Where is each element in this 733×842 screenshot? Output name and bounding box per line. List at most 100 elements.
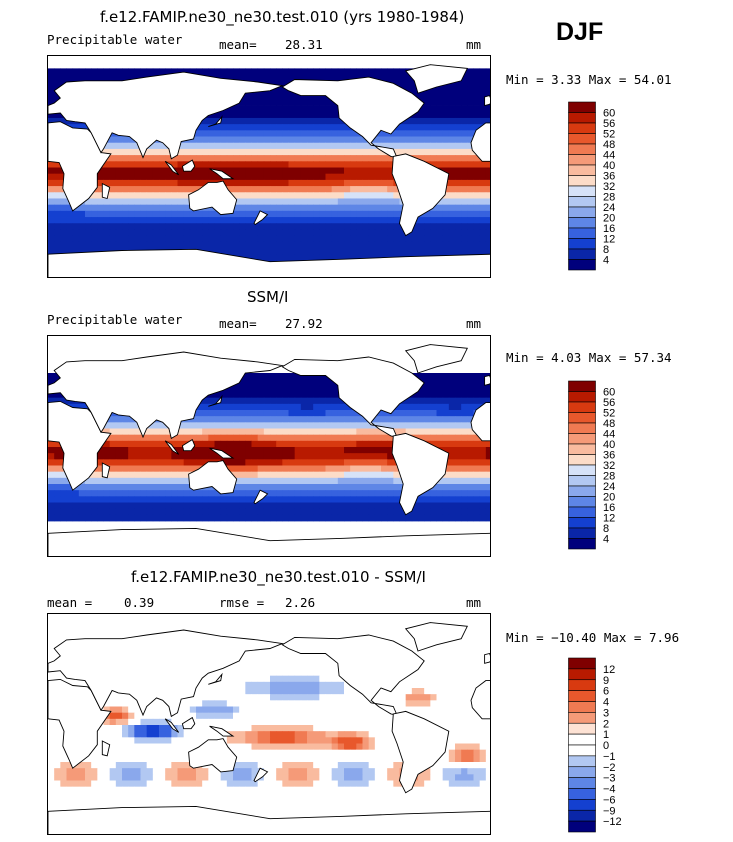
field-cell	[368, 155, 376, 162]
field-cell	[448, 669, 456, 677]
field-cell	[214, 502, 222, 510]
field-cell	[226, 508, 234, 516]
field-cell	[91, 198, 98, 206]
field-cell	[226, 68, 234, 75]
field-cell	[183, 490, 191, 497]
field-cell	[152, 434, 160, 442]
field-cell	[337, 254, 345, 261]
field-cell	[251, 496, 259, 503]
field-cell	[220, 632, 228, 640]
field-cell	[393, 198, 400, 206]
field-cell	[263, 217, 271, 224]
field-cell	[473, 74, 481, 82]
field-cell	[307, 681, 314, 689]
field-cell	[442, 447, 450, 454]
panel-1-minmax: Min = 3.33 Max = 54.01	[506, 72, 672, 87]
field-cell	[325, 248, 333, 255]
field-cell	[115, 192, 123, 199]
field-cell	[448, 496, 456, 503]
field-cell	[442, 93, 450, 100]
colorbar-tick-label: 12	[603, 513, 615, 525]
field-cell	[66, 217, 74, 224]
field-cell	[115, 490, 123, 497]
field-cell	[344, 422, 351, 429]
field-cell	[436, 675, 444, 683]
colorbar-box	[568, 538, 596, 550]
field-cell	[325, 186, 333, 193]
field-cell	[455, 459, 462, 466]
field-cell	[91, 217, 98, 224]
field-cell	[362, 453, 370, 460]
field-cell	[270, 217, 277, 224]
field-cell	[239, 186, 246, 193]
field-cell	[467, 68, 474, 75]
field-cell	[245, 161, 252, 168]
field-cell	[189, 136, 197, 144]
field-cell	[467, 422, 474, 429]
field-cell	[350, 210, 357, 218]
field-cell	[448, 410, 456, 417]
field-cell	[436, 204, 444, 212]
field-cell	[461, 373, 468, 380]
field-cell	[60, 241, 67, 249]
field-cell	[319, 117, 326, 125]
field-cell	[448, 161, 456, 168]
field-cell	[226, 210, 234, 218]
field-cell	[85, 235, 92, 243]
field-cell	[325, 124, 333, 131]
field-cell	[393, 210, 400, 218]
colorbar-box	[568, 154, 596, 166]
field-cell	[177, 142, 185, 150]
field-cell	[239, 675, 246, 683]
field-cell	[374, 453, 382, 460]
field-cell	[165, 229, 172, 237]
land-south-america	[391, 432, 450, 516]
field-cell	[374, 167, 382, 175]
field-cell	[313, 179, 320, 187]
field-cell	[455, 514, 462, 522]
field-cell	[109, 210, 117, 218]
field-cell	[294, 477, 302, 485]
panel-2-mean-label: mean=	[219, 316, 257, 331]
field-cell	[48, 496, 55, 503]
field-cell	[350, 136, 357, 144]
field-cell	[461, 459, 468, 466]
field-cell	[122, 626, 129, 633]
field-cell	[103, 241, 111, 249]
field-cell	[54, 68, 61, 75]
field-cell	[461, 86, 468, 94]
field-cell	[245, 130, 252, 137]
field-cell	[337, 410, 345, 417]
field-cell	[300, 179, 308, 187]
field-cell	[276, 74, 283, 82]
field-cell	[331, 229, 339, 237]
land-greenland	[404, 64, 468, 94]
field-cell	[214, 161, 222, 168]
land-antarctica	[48, 248, 490, 277]
field-cell	[128, 496, 135, 503]
field-cell	[294, 391, 302, 399]
field-cell	[288, 422, 296, 429]
field-cell	[220, 440, 228, 448]
field-cell	[140, 447, 148, 454]
field-cell	[288, 192, 296, 199]
field-cell	[251, 675, 259, 683]
colorbar-box	[568, 464, 596, 476]
field-cell	[374, 192, 382, 199]
field-cell	[220, 124, 228, 131]
field-cell	[48, 204, 55, 212]
field-cell	[60, 632, 67, 640]
field-cell	[442, 373, 450, 380]
field-cell	[307, 410, 314, 417]
field-cell	[307, 632, 314, 640]
field-cell	[430, 657, 437, 664]
field-cell	[399, 514, 407, 522]
field-cell	[294, 416, 302, 423]
field-cell	[442, 105, 450, 113]
field-cell	[313, 440, 320, 448]
field-cell	[331, 198, 339, 206]
field-cell	[362, 477, 370, 485]
field-cell	[233, 465, 240, 473]
field-cell	[263, 397, 271, 405]
field-cell	[387, 179, 394, 187]
